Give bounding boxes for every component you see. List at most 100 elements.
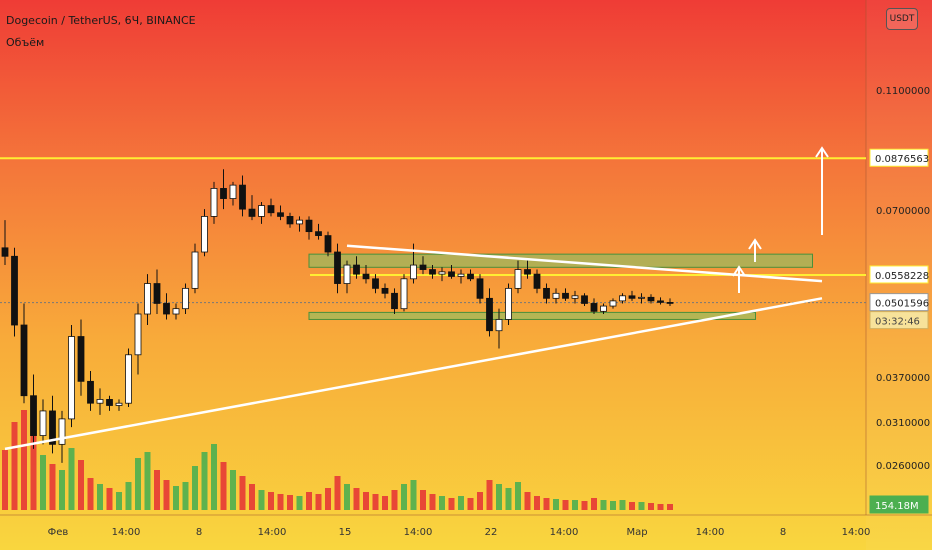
volume-bar <box>391 490 398 510</box>
upper-level-price-label-box <box>869 148 929 167</box>
volume-bar <box>230 470 236 510</box>
candle-body <box>505 287 512 320</box>
volume-bar <box>505 488 512 510</box>
candle-body <box>68 336 75 420</box>
candle-body <box>220 188 227 199</box>
breakout-arrow-2-head <box>748 238 762 250</box>
volume-bar <box>144 452 151 510</box>
volume-bar <box>619 500 626 510</box>
volume-bar <box>657 504 664 510</box>
volume-bar <box>353 488 360 510</box>
volume-bar <box>439 496 445 510</box>
volume-bar <box>249 484 255 510</box>
candle-body <box>277 212 284 217</box>
candle-body <box>619 295 626 302</box>
volume-bar <box>30 432 37 510</box>
volume-bar <box>448 498 455 510</box>
volume-bar <box>78 460 84 510</box>
candle-body <box>39 410 47 436</box>
time-tick-label: Фев <box>48 527 69 538</box>
upper-level-price-label: 0.0876563 <box>875 154 929 165</box>
chart-title: Dogecoin / TetherUS, 6Ч, BINANCE <box>6 14 196 27</box>
candle-body <box>609 300 617 307</box>
time-tick-label: 14:00 <box>258 527 287 538</box>
time-tick-label: 14:00 <box>696 527 725 538</box>
candle-body <box>543 287 550 299</box>
candle-body <box>11 255 18 326</box>
volume-bar <box>182 482 189 510</box>
descending-trend-line <box>346 244 823 283</box>
volume-bar <box>553 499 559 510</box>
candle-body <box>666 302 674 304</box>
volume-bar <box>458 496 464 510</box>
candle-body <box>514 269 522 289</box>
candle-body <box>267 205 275 214</box>
candle-body <box>486 297 493 332</box>
candle-body <box>229 184 237 199</box>
volume-bar <box>429 494 436 510</box>
candle-body <box>87 380 94 404</box>
volume-bar <box>220 462 227 510</box>
candle-body <box>476 278 484 299</box>
volume-bar <box>2 450 8 510</box>
price-tick-label: 0.0310000 <box>876 418 930 429</box>
volume-bar <box>648 503 654 510</box>
candle-body <box>334 251 341 284</box>
candle-body <box>286 216 294 225</box>
time-tick-label: 8 <box>780 527 786 538</box>
volume-bar <box>325 488 331 510</box>
volume-bar <box>268 492 274 510</box>
candle-body <box>353 264 360 275</box>
lower-level-price-label: 0.0558228 <box>875 271 929 282</box>
volume-bar <box>363 492 369 510</box>
lower-level-price-label-box <box>869 265 929 284</box>
volume-bar <box>11 422 18 510</box>
time-tick-label: 14:00 <box>112 527 141 538</box>
volume-bar <box>97 484 103 510</box>
candle-body <box>258 205 265 217</box>
price-tick-label: 0.0700000 <box>876 206 930 217</box>
candle-body <box>571 295 579 299</box>
time-tick-label: 15 <box>339 527 352 538</box>
candle-body <box>400 278 408 310</box>
breakout-arrow-1-head <box>732 265 746 277</box>
candle-body <box>296 219 303 225</box>
volume-bar <box>667 504 673 510</box>
candle-body <box>391 292 398 310</box>
volume-bar <box>410 480 417 510</box>
volume-bar <box>543 498 550 510</box>
candle-body <box>552 292 560 299</box>
volume-bar <box>258 490 265 510</box>
time-tick-label: 14:00 <box>842 527 871 538</box>
volume-bar <box>116 492 122 510</box>
time-tick-label: 8 <box>196 527 202 538</box>
volume-bar <box>106 488 113 510</box>
candle-body <box>248 208 256 217</box>
volume-bar <box>135 458 141 510</box>
time-tick-label: 14:00 <box>404 527 433 538</box>
price-tick-label: 0.1100000 <box>876 86 930 97</box>
ascending-trend-line <box>4 297 823 451</box>
price-zone-box <box>308 311 756 320</box>
volume-bar <box>68 448 75 510</box>
time-tick-label: 14:00 <box>550 527 579 538</box>
candle-body <box>125 354 132 404</box>
candle-body <box>429 269 436 275</box>
volume-bar <box>477 492 483 510</box>
volume-bar <box>600 500 607 510</box>
volume-bar <box>87 478 94 510</box>
volume-bar <box>610 501 616 510</box>
currency-unit-badge[interactable]: USDT <box>886 8 918 30</box>
candle-body <box>628 295 636 299</box>
candle-body <box>134 313 142 356</box>
target-arrow-head <box>815 146 829 158</box>
candle-body <box>590 303 598 312</box>
volume-bar <box>49 464 56 510</box>
candle-body <box>77 336 85 382</box>
current-price-label-box <box>869 293 929 312</box>
volume-bar <box>629 502 635 510</box>
candle-body <box>49 410 56 445</box>
candle-body <box>362 273 370 280</box>
candle-body <box>324 235 332 253</box>
